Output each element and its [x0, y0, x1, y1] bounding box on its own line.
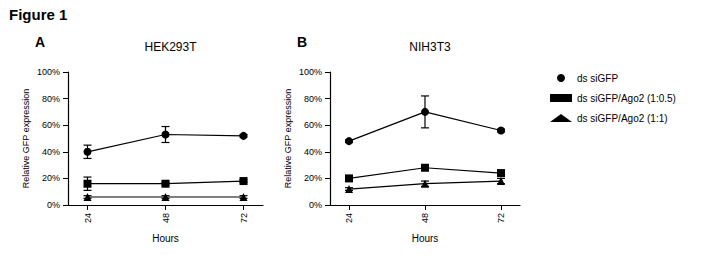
svg-text:Hours: Hours — [152, 233, 179, 244]
svg-text:0%: 0% — [309, 200, 322, 210]
svg-text:48: 48 — [161, 213, 171, 223]
svg-text:100%: 100% — [299, 67, 322, 77]
svg-text:80%: 80% — [42, 94, 60, 104]
svg-text:48: 48 — [420, 213, 430, 223]
svg-text:24: 24 — [83, 213, 93, 223]
svg-text:72: 72 — [496, 213, 506, 223]
svg-text:Hours: Hours — [412, 233, 439, 244]
svg-text:20%: 20% — [42, 173, 60, 183]
svg-text:60%: 60% — [42, 120, 60, 130]
svg-text:60%: 60% — [304, 120, 322, 130]
svg-text:Figure 1: Figure 1 — [9, 6, 67, 23]
svg-text:ds siGFP/Ago2 (1:1): ds siGFP/Ago2 (1:1) — [577, 113, 668, 124]
svg-text:A: A — [35, 34, 45, 50]
svg-text:Relative GFP expression: Relative GFP expression — [21, 89, 31, 188]
svg-text:ds siGFP: ds siGFP — [577, 73, 618, 84]
svg-text:HEK293T: HEK293T — [144, 40, 197, 54]
svg-text:B: B — [297, 34, 307, 50]
svg-text:0%: 0% — [47, 200, 60, 210]
svg-text:ds siGFP/Ago2 (1:0.5): ds siGFP/Ago2 (1:0.5) — [577, 93, 676, 104]
svg-text:100%: 100% — [37, 67, 60, 77]
svg-text:72: 72 — [239, 213, 249, 223]
svg-text:40%: 40% — [304, 147, 322, 157]
svg-text:20%: 20% — [304, 173, 322, 183]
svg-text:40%: 40% — [42, 147, 60, 157]
svg-text:Relative GFP expression: Relative GFP expression — [283, 89, 293, 188]
svg-text:80%: 80% — [304, 94, 322, 104]
svg-text:NIH3T3: NIH3T3 — [409, 40, 451, 54]
svg-text:24: 24 — [344, 213, 354, 223]
